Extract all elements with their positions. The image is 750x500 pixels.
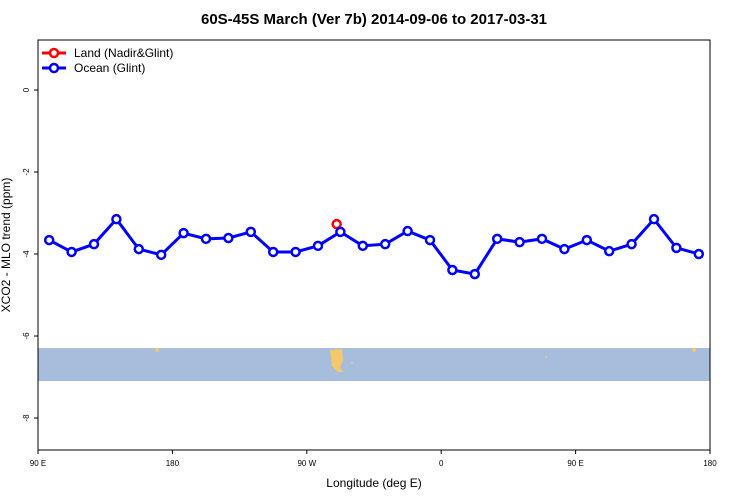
data-point <box>536 233 548 245</box>
data-point <box>648 213 660 225</box>
data-point <box>43 234 55 246</box>
data-point <box>424 234 436 246</box>
y-tick-label: 0 <box>22 87 31 92</box>
x-axis-label: Longitude (deg E) <box>326 476 421 490</box>
data-point <box>290 246 301 258</box>
y-tick-label: -2 <box>22 168 31 176</box>
legend-marker <box>48 62 60 74</box>
data-point <box>200 233 212 245</box>
x-tick-label: 180 <box>166 459 180 468</box>
land-patch <box>545 356 547 358</box>
land-patch <box>155 348 159 352</box>
y-tick-label: -4 <box>22 250 31 258</box>
data-point <box>267 246 279 258</box>
data-point <box>155 249 167 261</box>
data-point <box>88 238 100 250</box>
legend-label: Ocean (Glint) <box>74 61 145 75</box>
x-tick-label: 180 <box>703 459 717 468</box>
data-point <box>402 225 413 237</box>
x-tick-label: 90 W <box>297 459 316 468</box>
data-point <box>111 213 122 225</box>
data-point <box>469 268 481 280</box>
data-point <box>357 240 369 252</box>
plot-frame <box>37 39 711 451</box>
data-point <box>693 248 705 260</box>
x-tick-label: 90 E <box>30 459 46 468</box>
series-line <box>48 216 700 276</box>
land-patch <box>692 348 696 352</box>
data-point <box>312 240 324 252</box>
data-point <box>245 226 257 238</box>
x-tick-label: 0 <box>439 459 444 468</box>
y-tick-label: -6 <box>22 332 31 340</box>
land-patch <box>330 349 344 372</box>
data-point <box>491 233 503 245</box>
data-point <box>223 232 234 244</box>
data-point <box>514 236 525 248</box>
data-point <box>331 218 342 230</box>
y-tick-label: -8 <box>22 414 31 422</box>
data-point <box>335 226 346 238</box>
data-point <box>133 243 145 255</box>
data-point <box>559 243 570 255</box>
data-point <box>447 264 458 276</box>
y-axis-label: XCO2 - MLO trend (ppm) <box>0 178 13 313</box>
land-mask <box>38 348 710 381</box>
ocean-band <box>38 348 710 381</box>
x-tick-label: 90 E <box>567 459 583 468</box>
chart-title: 60S-45S March (Ver 7b) 2014-09-06 to 201… <box>201 11 547 28</box>
data-point <box>626 238 637 250</box>
data-point <box>379 238 391 250</box>
data-point <box>603 245 615 257</box>
data-point <box>671 242 682 254</box>
data-point <box>66 246 77 258</box>
data-point <box>581 234 593 246</box>
data-point <box>178 227 189 239</box>
land-patch <box>351 362 353 364</box>
legend-label: Land (Nadir&Glint) <box>74 46 173 60</box>
legend-marker <box>48 47 60 59</box>
